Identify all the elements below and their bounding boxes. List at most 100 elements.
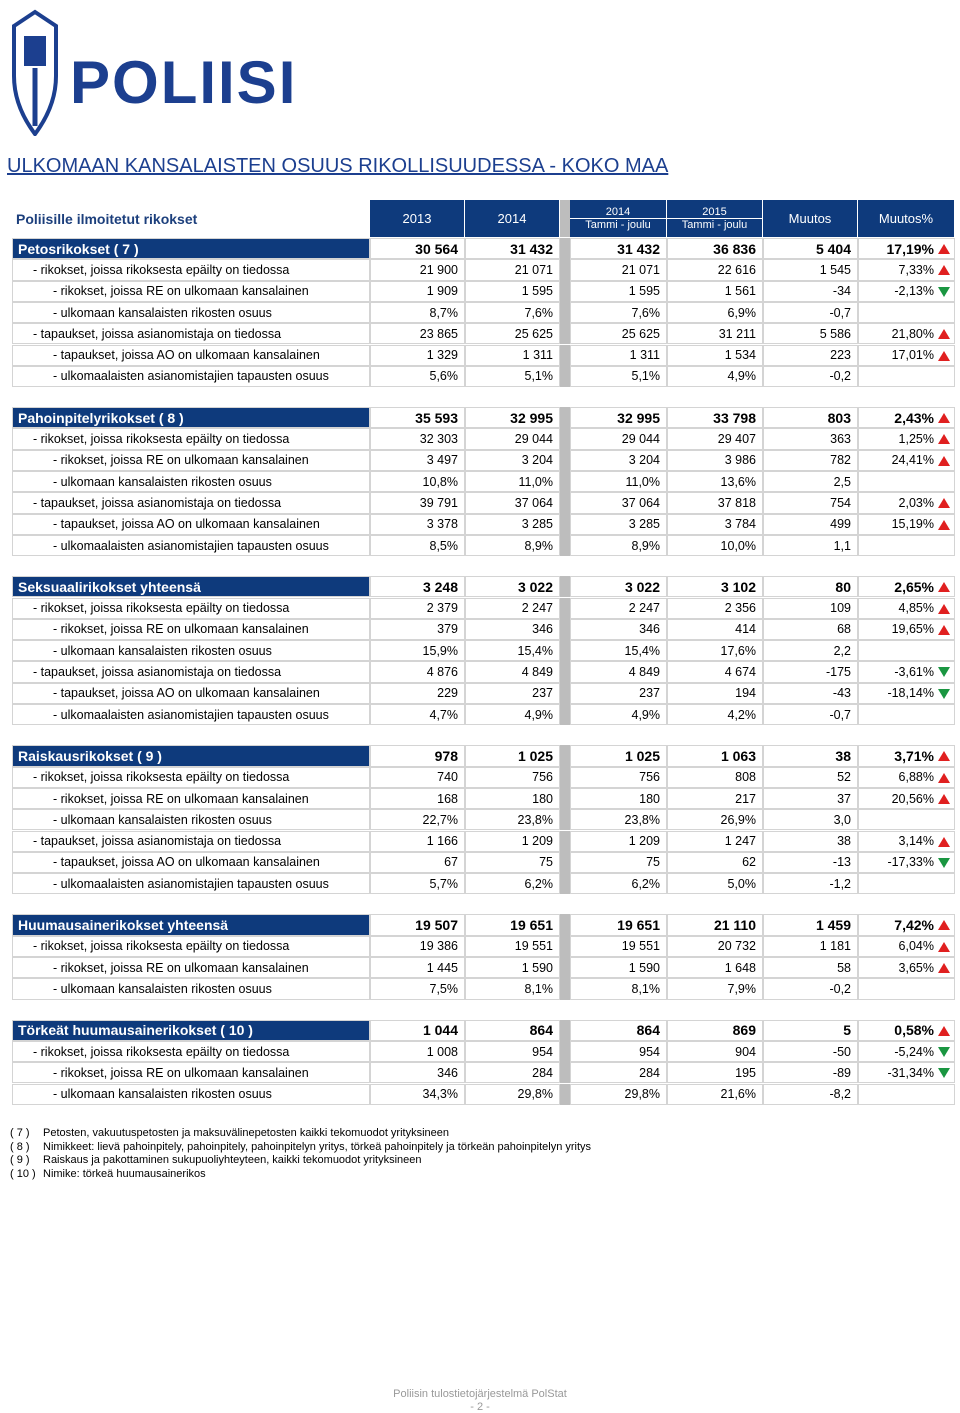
value-cell: 1 909: [370, 280, 465, 302]
trend-up: [938, 941, 950, 952]
value-cell: 23,8%: [465, 809, 560, 831]
value-cell: 754: [763, 492, 858, 514]
value-cell: 36 836: [667, 238, 763, 260]
value-cell: 1 590: [465, 957, 560, 979]
value-cell: 38: [763, 745, 858, 767]
value-cell: 25 625: [465, 323, 560, 345]
column-header: Muutos%: [858, 200, 955, 237]
value-cell: 1 025: [465, 745, 560, 767]
value-cell: -0,7: [763, 301, 858, 324]
value-cell: 19 651: [570, 914, 667, 936]
value-cell: 2,65%: [858, 576, 955, 598]
value-cell: 1 590: [570, 957, 667, 979]
value-cell: 5 586: [763, 323, 858, 345]
value-cell: 21 071: [570, 259, 667, 281]
column-header: 2013: [370, 200, 465, 237]
column-header-text: Tammi - joulu: [667, 218, 762, 231]
value-cell: 4,9%: [570, 704, 667, 726]
separator: [560, 640, 570, 662]
value-cell: 7,33%: [858, 259, 955, 281]
value-cell: 2 247: [570, 597, 667, 619]
trend-up: [938, 329, 950, 340]
value-cell: -0,7: [763, 704, 858, 726]
row-label: - tapaukset, joissa AO on ulkomaan kansa…: [12, 682, 370, 704]
empty-cell: [858, 978, 955, 1000]
value-cell: 23,8%: [570, 809, 667, 831]
value-cell: 8,9%: [570, 534, 667, 557]
value-cell: 75: [570, 851, 667, 874]
value-cell: 4,9%: [667, 365, 763, 388]
value-cell: 4 849: [465, 661, 560, 683]
section-label: Seksuaalirikokset yhteensä: [12, 576, 370, 598]
page-title: ULKOMAAN KANSALAISTEN OSUUS RIKOLLISUUDE…: [7, 155, 669, 177]
value-cell: 13,6%: [667, 471, 763, 493]
value-cell: 2,43%: [858, 407, 955, 429]
value-cell: 1 329: [370, 344, 465, 366]
trend-up: [938, 413, 950, 424]
empty-cell: [858, 809, 955, 831]
value-cell: 954: [570, 1040, 667, 1063]
footnote-marker: ( 7 ): [10, 1127, 30, 1139]
value-cell: 29,8%: [570, 1083, 667, 1105]
value-cell: 39 791: [370, 492, 465, 514]
value-cell: 32 303: [370, 428, 465, 450]
value-cell: 1 008: [370, 1040, 465, 1063]
value-cell: 1 561: [667, 280, 763, 302]
value-cell: 34,3%: [370, 1083, 465, 1105]
logo-emblem: [12, 9, 58, 136]
value-cell: 1 209: [570, 830, 667, 852]
trend-up: [938, 455, 950, 466]
value-cell: 223: [763, 344, 858, 366]
row-label: - rikokset, joissa RE on ulkomaan kansal…: [12, 618, 370, 641]
value-cell: 7,6%: [570, 301, 667, 324]
row-label: - ulkomaan kansalaisten rikosten osuus: [12, 978, 370, 1000]
row-label: - rikokset, joissa rikoksesta epäilty on…: [12, 1040, 370, 1063]
value-cell: 346: [370, 1062, 465, 1084]
column-header: Muutos: [763, 200, 858, 237]
trend-up: [938, 582, 950, 593]
value-cell: 52: [763, 766, 858, 788]
value-cell: -50: [763, 1040, 858, 1063]
value-cell: 19 386: [370, 935, 465, 957]
row-label: - tapaukset, joissa AO on ulkomaan kansa…: [12, 344, 370, 366]
separator: [560, 618, 570, 641]
value-cell: 2 247: [465, 597, 560, 619]
value-cell: 1 445: [370, 957, 465, 979]
section-label: Petosrikokset ( 7 ): [12, 238, 370, 260]
trend-up: [938, 265, 950, 276]
value-cell: 24,41%: [858, 449, 955, 471]
value-cell: 1 181: [763, 935, 858, 957]
value-cell: -1,2: [763, 873, 858, 895]
separator: [560, 1019, 570, 1041]
separator: [560, 661, 570, 683]
footnote-text: Nimike: törkeä huumausainerikos: [43, 1167, 206, 1180]
empty-cell: [858, 873, 955, 895]
row-label: - tapaukset, joissa AO on ulkomaan kansa…: [12, 513, 370, 535]
value-cell: 3 986: [667, 449, 763, 471]
value-cell: 8,1%: [465, 978, 560, 1000]
value-cell: 2 356: [667, 597, 763, 619]
footnote-marker: ( 10 ): [10, 1167, 36, 1180]
value-cell: -17,33%: [858, 851, 955, 874]
row-label: - rikokset, joissa RE on ulkomaan kansal…: [12, 957, 370, 979]
value-cell: 7,5%: [370, 978, 465, 1000]
separator: [560, 428, 570, 450]
value-cell: 7,6%: [465, 301, 560, 324]
value-cell: 68: [763, 618, 858, 641]
row-label: - rikokset, joissa RE on ulkomaan kansal…: [12, 787, 370, 810]
trend-up: [938, 498, 950, 509]
value-cell: -0,2: [763, 365, 858, 388]
column-header: 2015 Tammi - joulu: [667, 200, 763, 237]
value-cell: 33 798: [667, 407, 763, 429]
value-cell: 414: [667, 618, 763, 641]
value-cell: 499: [763, 513, 858, 535]
value-cell: 37 064: [465, 492, 560, 514]
row-label: - rikokset, joissa RE on ulkomaan kansal…: [12, 280, 370, 302]
value-cell: 864: [465, 1019, 560, 1041]
row-label: - ulkomaan kansalaisten rikosten osuus: [12, 471, 370, 493]
value-cell: 3 497: [370, 449, 465, 471]
value-cell: 237: [465, 682, 560, 704]
value-cell: 1 545: [763, 259, 858, 281]
column-header-text: 2013: [402, 211, 432, 226]
row-label: - ulkomaan kansalaisten rikosten osuus: [12, 809, 370, 831]
